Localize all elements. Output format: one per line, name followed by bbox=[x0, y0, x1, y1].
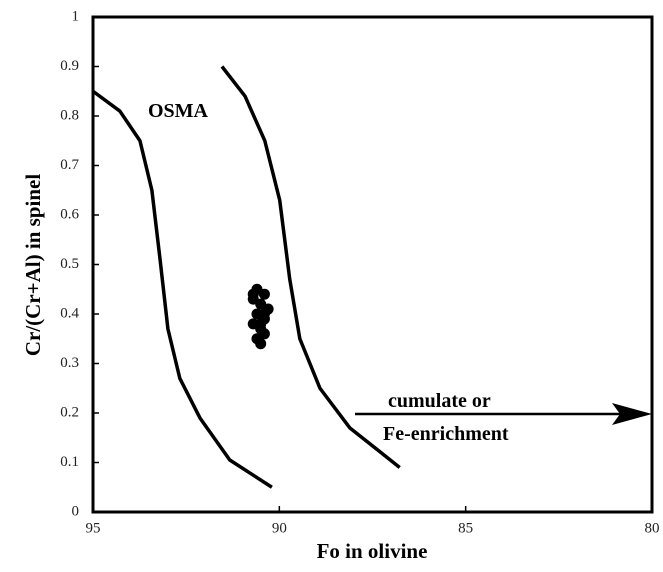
boundary-curve bbox=[91, 89, 273, 489]
y-tick-label: 0.6 bbox=[60, 206, 79, 222]
annotation: OSMA bbox=[148, 100, 209, 122]
x-tick-label: 95 bbox=[86, 520, 101, 536]
y-tick-label: 0.5 bbox=[60, 256, 79, 272]
x-tick-label: 85 bbox=[458, 520, 473, 536]
y-tick-label: 1 bbox=[72, 8, 80, 24]
x-tick-label: 90 bbox=[272, 520, 287, 536]
y-axis-label: Cr/(Cr+Al) in spinel bbox=[21, 174, 45, 356]
y-tick-label: 0.2 bbox=[60, 404, 79, 420]
data-point bbox=[258, 308, 270, 320]
y-tick-label: 0.1 bbox=[60, 454, 79, 470]
annotation: cumulate or bbox=[388, 390, 491, 412]
annotation: Fe-enrichment bbox=[383, 423, 509, 445]
plot-frame bbox=[91, 15, 654, 514]
x-axis-label: Fo in olivine bbox=[317, 539, 428, 563]
x-tick-label: 80 bbox=[645, 520, 660, 536]
y-tick-label: 0.4 bbox=[60, 305, 79, 321]
data-point bbox=[247, 288, 259, 300]
y-tick-label: 0.7 bbox=[60, 157, 79, 173]
y-tick-label: 0.3 bbox=[60, 355, 79, 371]
boundary-curve bbox=[220, 65, 401, 469]
data-point bbox=[255, 318, 267, 330]
data-point bbox=[255, 338, 267, 350]
y-tick-label: 0.8 bbox=[60, 107, 79, 123]
y-tick-label: 0 bbox=[72, 503, 80, 519]
data-point bbox=[258, 288, 270, 300]
y-tick-label: 0.9 bbox=[60, 58, 79, 74]
arrow-head bbox=[612, 403, 652, 425]
